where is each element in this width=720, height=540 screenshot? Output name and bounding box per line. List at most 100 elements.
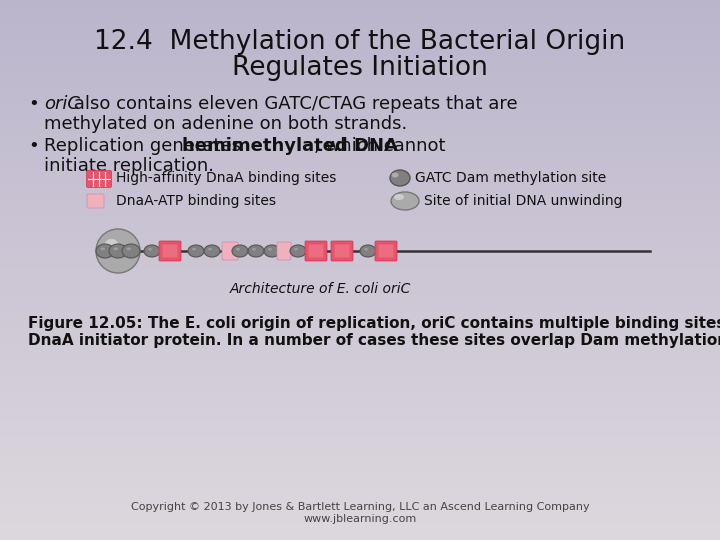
Bar [0,167,720,170]
Ellipse shape [390,170,410,186]
FancyBboxPatch shape [379,245,394,258]
Bar [0,413,720,416]
Bar [0,378,720,381]
Ellipse shape [109,244,127,258]
FancyBboxPatch shape [335,245,349,258]
Bar [0,475,720,478]
Bar [0,256,720,259]
Bar [0,181,720,184]
Bar [0,435,720,437]
Bar [0,57,720,59]
Bar [0,40,720,43]
Bar [0,359,720,362]
Bar [0,446,720,448]
Bar [0,235,720,238]
Bar [0,202,720,205]
Text: methylated on adenine on both strands.: methylated on adenine on both strands. [44,115,408,133]
Bar [0,454,720,456]
FancyBboxPatch shape [331,241,353,261]
Bar [0,119,720,122]
Bar [0,246,720,248]
Text: hemimethylated DNA: hemimethylated DNA [182,137,398,155]
Bar [0,521,720,524]
Bar [0,22,720,24]
Ellipse shape [188,245,204,257]
Bar [0,151,720,154]
Bar [0,338,720,340]
Bar [0,408,720,410]
Bar [0,65,720,68]
Bar [0,335,720,338]
Bar [0,397,720,400]
Bar [0,370,720,373]
Bar [0,532,720,535]
Bar [0,286,720,289]
Bar [0,437,720,440]
Bar [0,502,720,505]
Ellipse shape [144,245,160,257]
Bar [0,429,720,432]
Bar [0,491,720,494]
Bar [0,38,720,40]
Bar [0,472,720,475]
Text: www.jblearning.com: www.jblearning.com [303,514,417,524]
Bar [0,0,720,3]
Bar [0,327,720,329]
Bar [0,489,720,491]
Bar [0,173,720,176]
Bar [0,178,720,181]
Bar [0,197,720,200]
FancyBboxPatch shape [308,245,323,258]
Bar [0,310,720,313]
Bar [0,400,720,402]
Bar [0,54,720,57]
Bar [0,448,720,451]
Bar [0,186,720,189]
Bar [0,262,720,265]
Bar [0,508,720,510]
Bar [0,470,720,472]
Bar [0,84,720,86]
Bar [0,451,720,454]
Ellipse shape [248,245,264,257]
Bar [0,381,720,383]
Bar [0,14,720,16]
Bar [0,211,720,213]
Text: Site of initial DNA unwinding: Site of initial DNA unwinding [424,194,623,208]
Bar [0,27,720,30]
Bar [0,224,720,227]
Bar [0,138,720,140]
Bar [0,510,720,513]
Ellipse shape [364,248,368,251]
Bar [0,305,720,308]
Bar [0,116,720,119]
Bar [0,270,720,273]
Bar [0,275,720,278]
Bar [0,462,720,464]
Bar [0,526,720,529]
Bar [0,456,720,459]
Bar [0,200,720,202]
Bar [0,478,720,481]
Bar [0,162,720,165]
Bar [0,410,720,413]
Bar [0,497,720,500]
Bar [0,43,720,46]
Bar [0,354,720,356]
Bar [0,140,720,143]
Bar [0,343,720,346]
Text: 12.4  Methylation of the Bacterial Origin: 12.4 Methylation of the Bacterial Origin [94,29,626,55]
Bar [0,292,720,294]
Bar [0,348,720,351]
Bar [0,516,720,518]
Bar [0,537,720,540]
Bar [0,367,720,370]
Text: also contains eleven GATC/CTAG repeats that are: also contains eleven GATC/CTAG repeats t… [68,95,518,113]
Bar [0,297,720,300]
Bar [0,340,720,343]
Bar [0,505,720,508]
Bar [0,100,720,103]
Bar [0,373,720,375]
Bar [0,30,720,32]
Bar [0,289,720,292]
